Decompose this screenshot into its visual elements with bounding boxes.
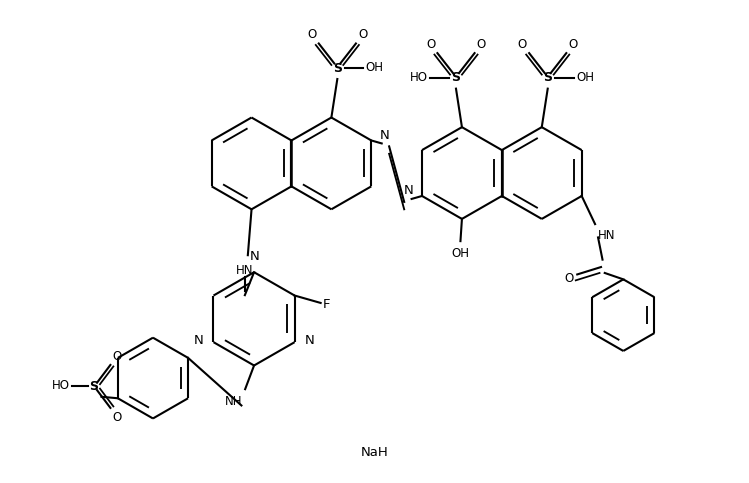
Text: O: O [564,272,574,285]
Text: OH: OH [452,247,470,260]
Text: NaH: NaH [360,446,389,458]
Text: HN: HN [598,228,616,242]
Text: N: N [380,129,389,142]
Text: OH: OH [576,71,594,84]
Text: O: O [518,38,527,51]
Text: N: N [250,250,260,263]
Text: N: N [404,185,413,198]
Text: N: N [305,334,315,347]
Text: F: F [323,298,330,311]
Text: O: O [307,28,317,41]
Text: O: O [112,351,122,364]
Text: HO: HO [410,71,428,84]
Text: OH: OH [366,61,383,74]
Text: O: O [477,38,486,51]
Text: NH: NH [225,395,242,408]
Text: S: S [90,380,99,393]
Text: O: O [568,38,577,51]
Text: O: O [112,411,122,424]
Text: S: S [543,71,552,84]
Text: N: N [193,334,203,347]
Text: O: O [426,38,435,51]
Text: HN: HN [236,264,254,277]
Text: HO: HO [52,379,70,392]
Text: S: S [333,61,342,74]
Text: O: O [358,28,368,41]
Text: S: S [452,71,461,84]
